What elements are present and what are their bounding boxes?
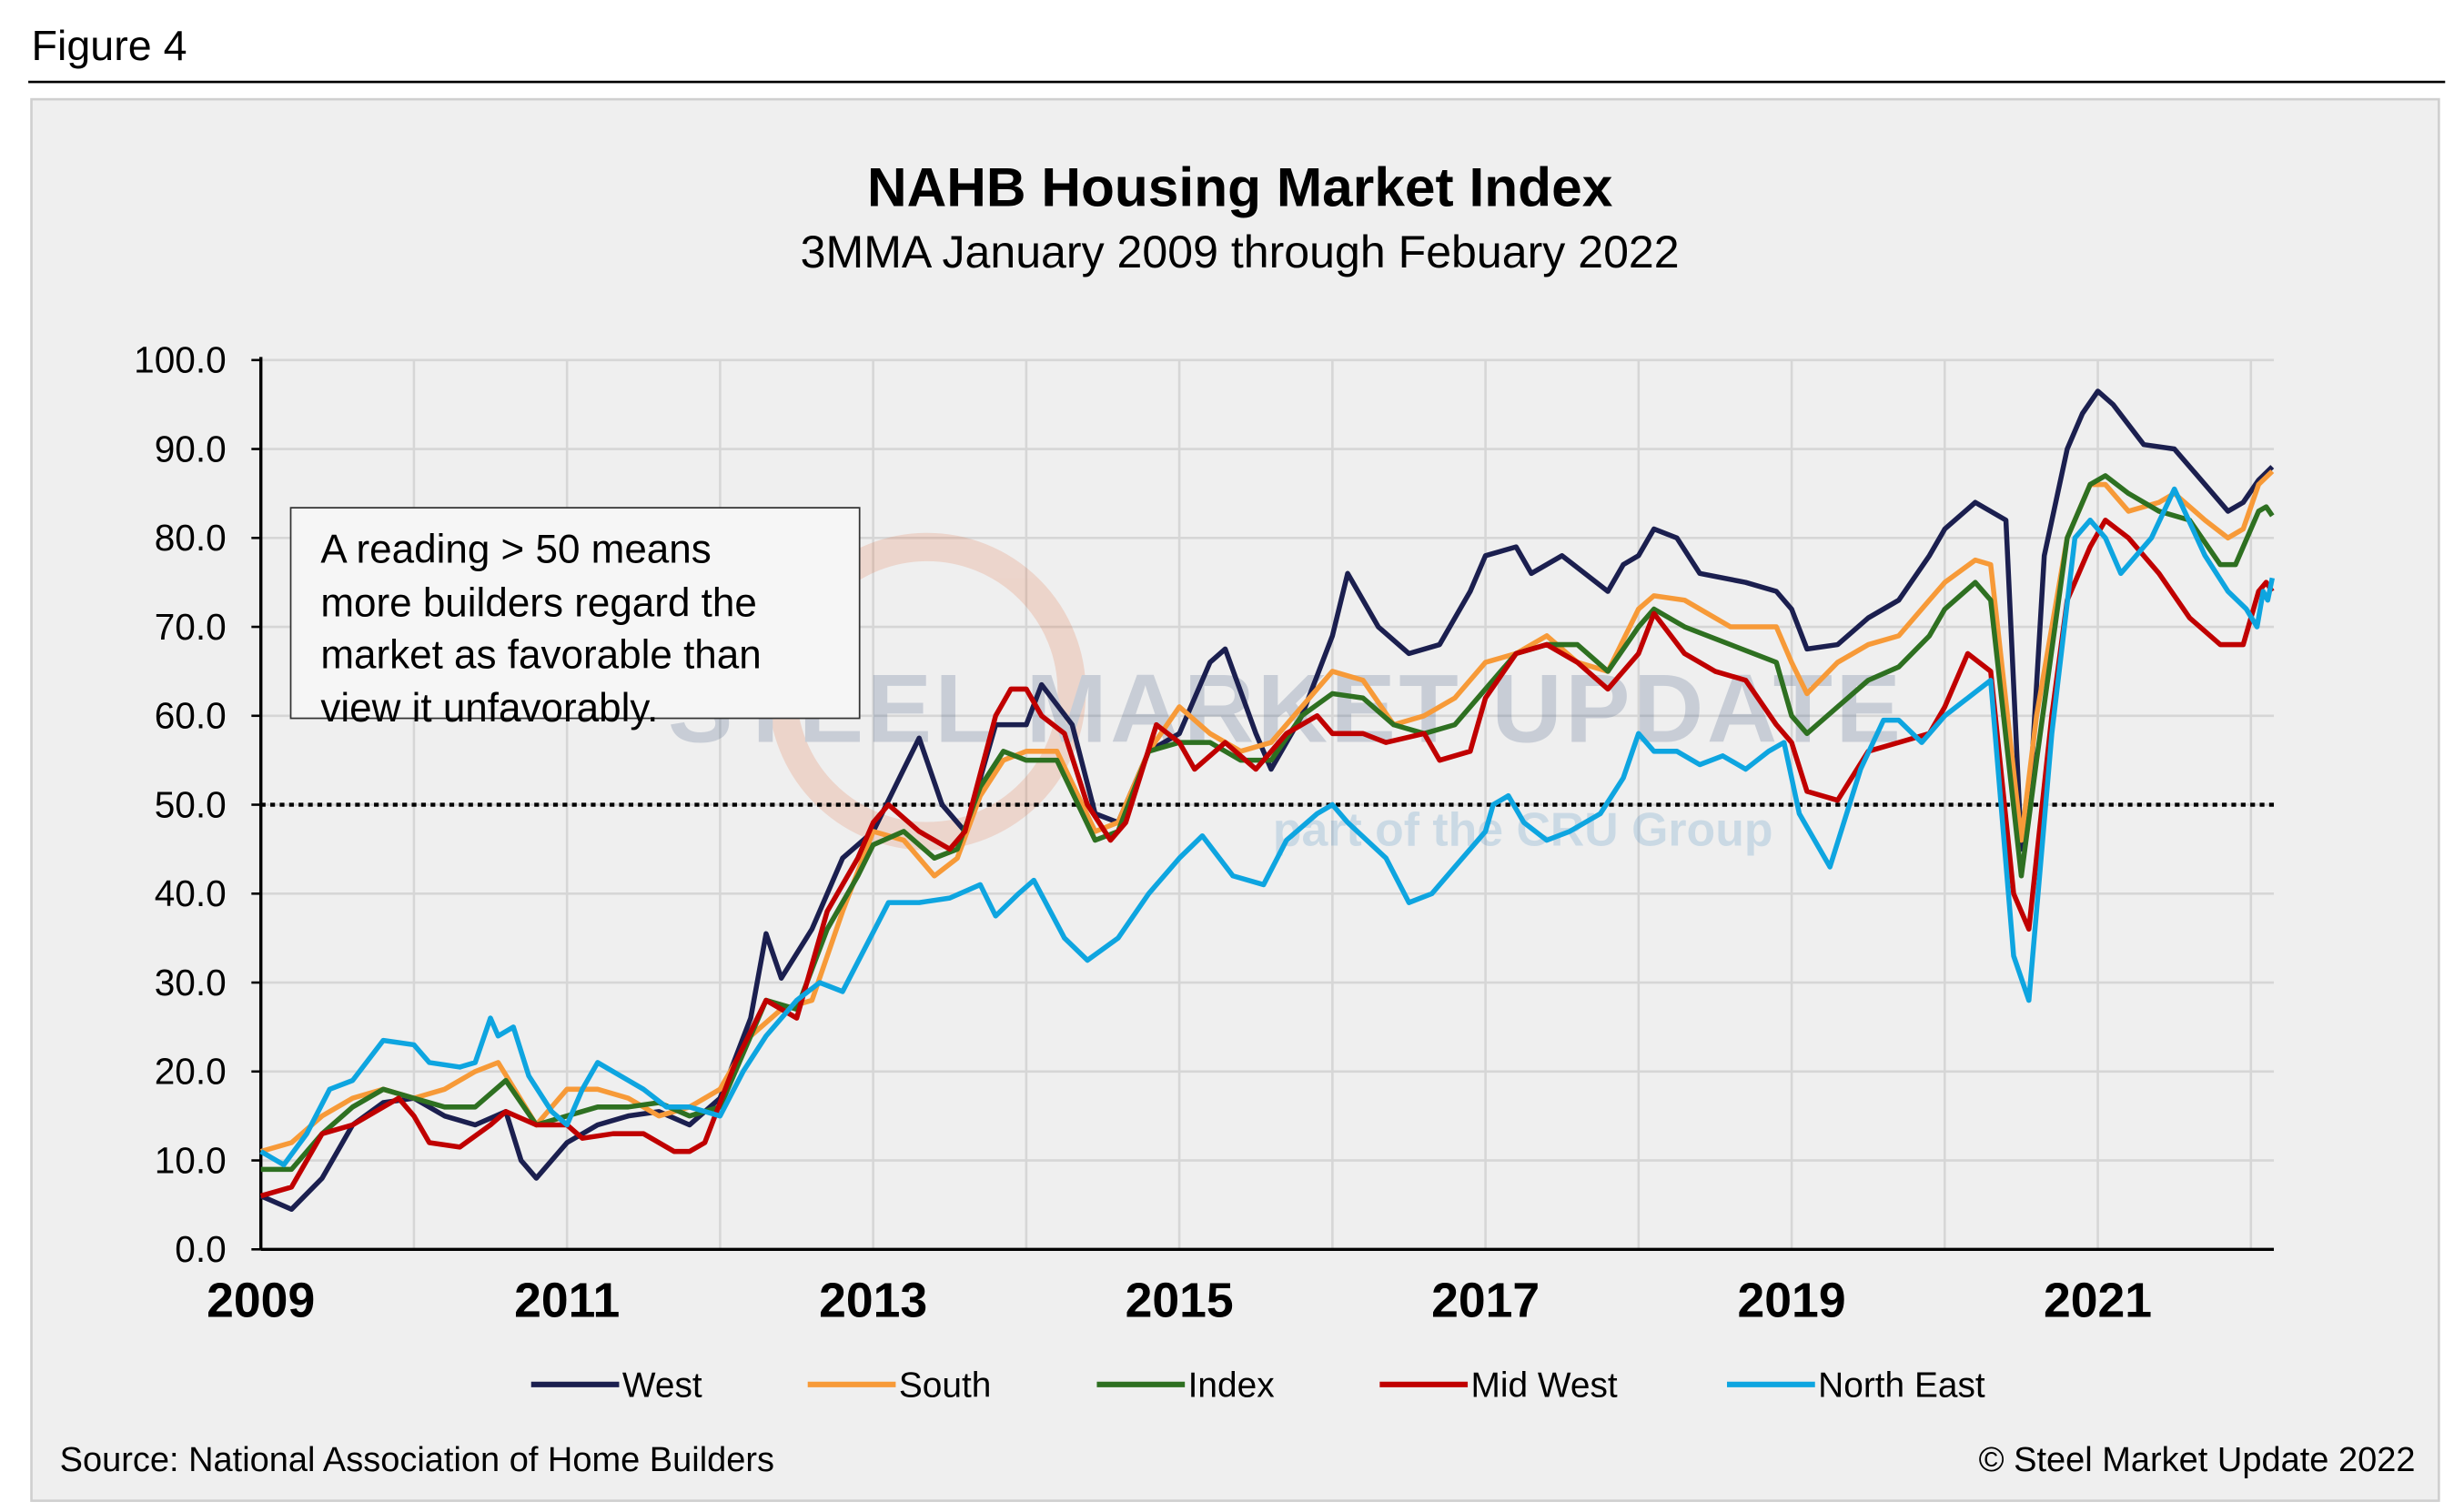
y-tick-label: 10.0 [155, 1139, 227, 1181]
axes: 0.0 10.0 20.0 30.0 40.0 50.0 60.0 70.0 80.0 90.0 1… [134, 339, 2275, 1328]
x-tick-label: 2011 [514, 1275, 620, 1328]
figure-label: Figure 4 [32, 22, 187, 69]
y-tick-label: 70.0 [155, 606, 227, 648]
legend-item-west: West [530, 1366, 702, 1406]
y-tick-label: 60.0 [155, 695, 227, 737]
x-tick-label: 2021 [2044, 1275, 2152, 1328]
legend: West South Index Mid West North East [530, 1366, 1985, 1406]
y-tick-label: 50.0 [155, 783, 227, 825]
chart-subtitle: 3MMA January 2009 through Febuary 2022 [801, 227, 1680, 277]
x-tick-label: 2013 [819, 1275, 927, 1328]
annotation-line: A reading > 50 means [320, 528, 711, 572]
legend-item-index: Index [1096, 1366, 1275, 1406]
series-lines [259, 388, 2276, 1213]
legend-item-north-east: North East [1727, 1366, 1985, 1406]
legend-label: South [899, 1366, 992, 1406]
annotation-line: more builders regard the [320, 580, 757, 625]
y-tick-label: 80.0 [155, 517, 227, 559]
annotation-line: view it unfavorably. [320, 686, 658, 731]
x-tick-label: 2015 [1126, 1275, 1234, 1328]
y-tick-label: 0.0 [175, 1228, 226, 1270]
legend-item-south: South [807, 1366, 992, 1406]
y-tick-label: 30.0 [155, 962, 227, 1003]
series-line-index [260, 473, 2275, 1173]
svg-text:part of the CRU Group: part of the CRU Group [1273, 802, 1773, 855]
source-note: Source: National Association of Home Bui… [60, 1441, 774, 1479]
legend-label: Mid West [1471, 1366, 1618, 1406]
annotation-box: A reading > 50 means more builders regar… [289, 507, 861, 731]
chart-frame [30, 97, 2440, 1502]
chart-title: NAHB Housing Market Index [867, 156, 1613, 218]
x-tick-label: 2019 [1738, 1275, 1846, 1328]
y-tick-label: 20.0 [155, 1051, 227, 1093]
y-tick-label: 90.0 [155, 428, 227, 469]
series-line-north-east [259, 486, 2276, 1168]
y-tick-label: 40.0 [155, 872, 227, 914]
series-line-south [259, 469, 2275, 1154]
series-line-west [259, 388, 2275, 1213]
x-tick-label: 2017 [1431, 1275, 1540, 1328]
legend-label: West [622, 1366, 702, 1406]
x-tick-label: 2009 [207, 1275, 315, 1328]
copyright-note: © Steel Market Update 2022 [1979, 1441, 2416, 1479]
annotation-line: market as favorable than [320, 632, 761, 677]
legend-item-mid-west: Mid West [1379, 1366, 1618, 1406]
legend-label: Index [1188, 1366, 1275, 1406]
y-tick-label: 100.0 [134, 339, 227, 381]
legend-label: North East [1818, 1366, 1985, 1406]
